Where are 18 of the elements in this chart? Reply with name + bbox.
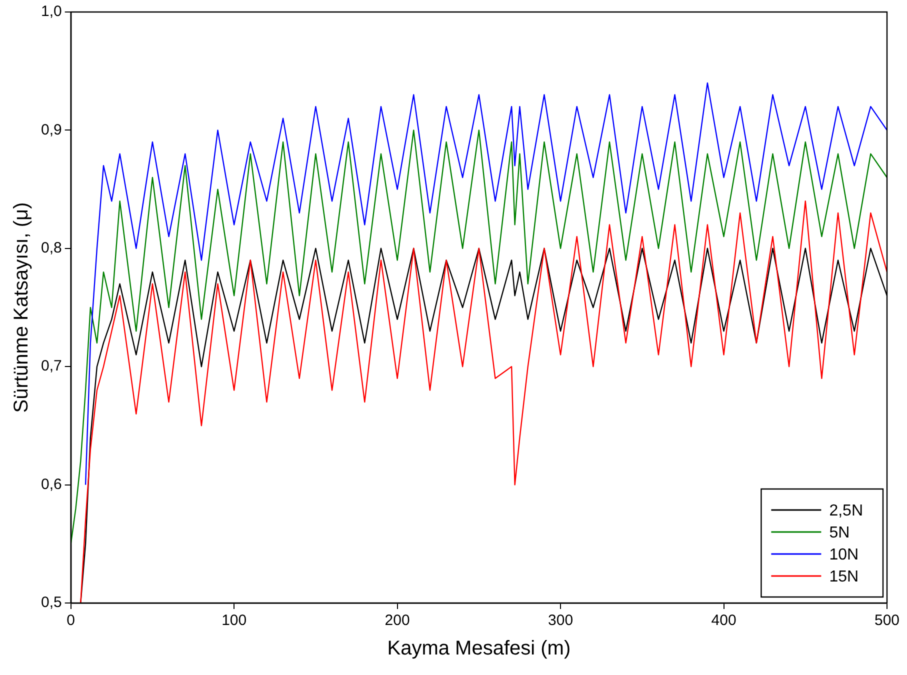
y-tick-label: 0,5 xyxy=(40,594,62,612)
y-axis-title: Sürtünme Katsayısı, (μ) xyxy=(10,202,33,413)
y-tick-label: 0,6 xyxy=(40,476,62,493)
x-tick-label: 300 xyxy=(548,612,574,630)
y-tick-label: 0,8 xyxy=(40,240,62,257)
y-tick-label: 0,7 xyxy=(40,358,62,375)
y-tick-label: 0,9 xyxy=(40,121,62,138)
x-tick-label: 200 xyxy=(384,612,410,630)
legend-label: 2,5N xyxy=(829,502,863,520)
x-tick-label: 0 xyxy=(66,612,76,630)
x-tick-label: 400 xyxy=(711,612,736,630)
legend-label: 10N xyxy=(829,546,859,564)
x-axis-title: Kayma Mesafesi (m) xyxy=(387,638,571,660)
x-tick-label: 500 xyxy=(874,612,900,630)
y-tick-label: 1,0 xyxy=(40,3,62,20)
legend-label: 5N xyxy=(829,524,850,542)
x-tick-label: 100 xyxy=(222,612,247,630)
legend-label: 15N xyxy=(829,568,859,586)
